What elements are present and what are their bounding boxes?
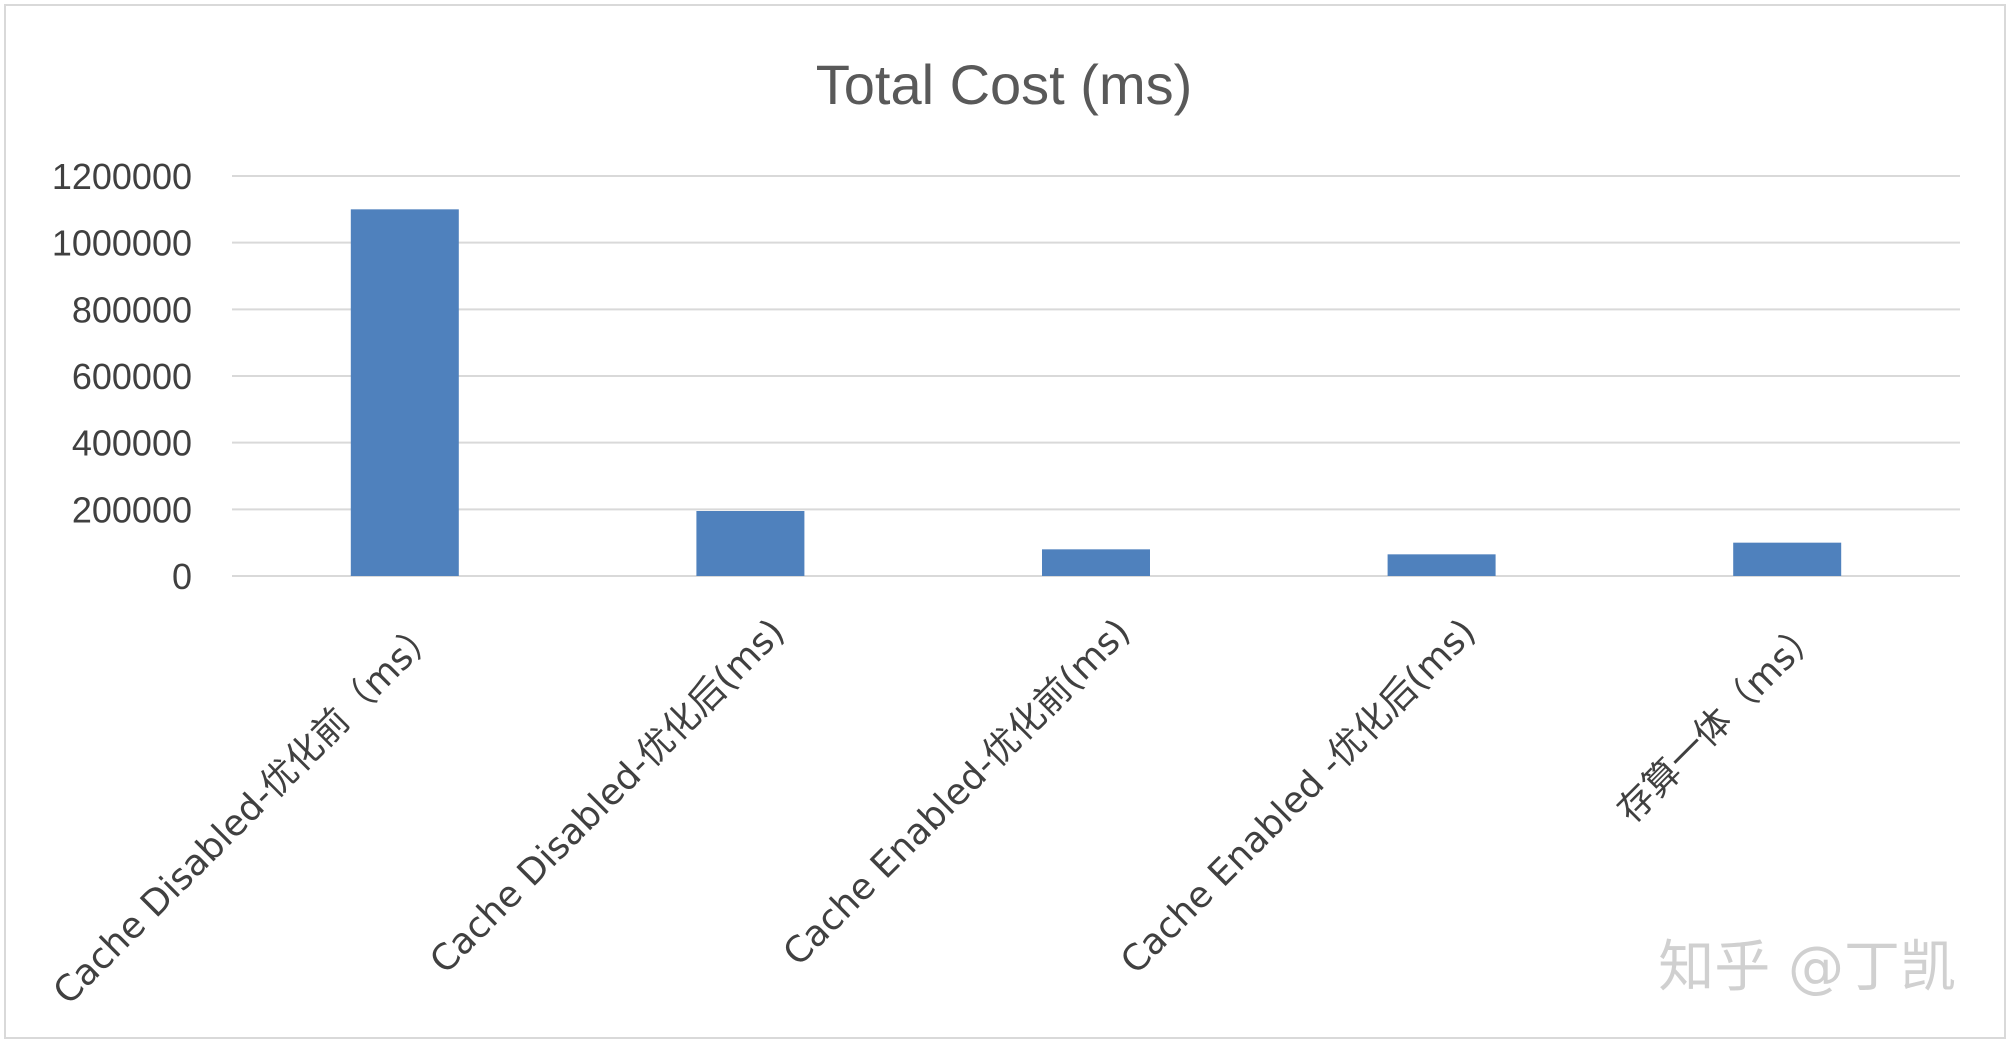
y-tick-label: 200000 [72,489,192,530]
bars [350,209,1842,577]
x-tick-label: Cache Enabled -优化后(ms) [1113,611,1484,982]
y-tick-label: 800000 [72,289,192,330]
x-tick-label: Cache Disabled-优化后(ms) [422,611,792,981]
y-tick-label: 600000 [72,356,192,397]
y-tick-label: 1000000 [52,223,192,264]
bar [350,209,459,577]
y-tick-label: 400000 [72,423,192,464]
bar [1042,549,1150,576]
bar [1733,542,1842,576]
bar [696,511,805,576]
x-axis-ticks: Cache Disabled-优化前（ms）Cache Disabled-优化后… [46,611,1830,1012]
bar-chart: Total Cost (ms) 0 200000 400000 600000 80000… [46,53,1960,1013]
y-tick-label: 0 [172,556,192,597]
watermark: 知乎 @丁凯 [1658,935,1956,1000]
gridlines [232,175,1960,577]
x-tick-label: Cache Enabled-优化前(ms) [776,611,1139,974]
y-tick-label: 1200000 [52,156,192,197]
x-tick-label: Cache Disabled-优化前（ms） [46,611,447,1012]
bar [1387,554,1496,576]
y-axis-ticks: 0 200000 400000 600000 800000 1000000 1200000 [52,156,192,597]
chart-title: Total Cost (ms) [816,53,1193,116]
chart-frame: Total Cost (ms) 0 200000 400000 600000 80000… [4,4,2006,1039]
x-tick-label: 存算一体（ms） [1610,611,1830,831]
